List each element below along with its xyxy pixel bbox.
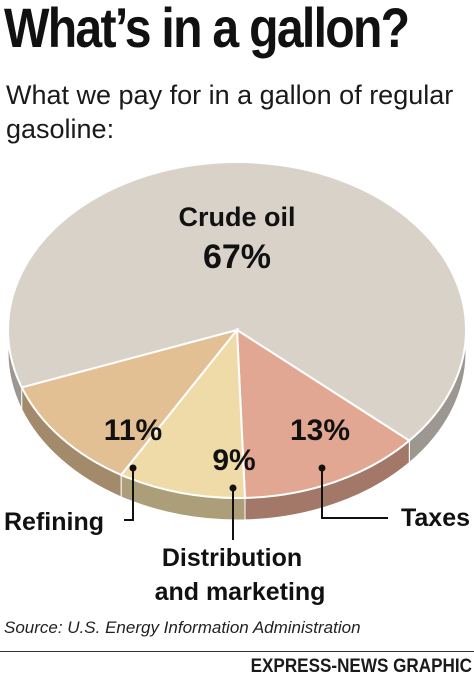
leader-line-taxes <box>321 470 388 519</box>
chart-title: What’s in a gallon? <box>4 0 410 59</box>
leader-dot-taxes <box>318 464 326 472</box>
slice-distribution-label-line2: and marketing <box>155 578 326 606</box>
slice-distribution-value: 9% <box>212 444 255 477</box>
leader-dot-distribution <box>229 484 237 492</box>
slice-refining-label: Refining <box>4 508 104 536</box>
source-note: Source: U.S. Energy Information Administ… <box>4 618 361 637</box>
leader-line-refining <box>124 470 134 521</box>
slice-crude-oil-label: Crude oil <box>178 202 295 232</box>
slice-taxes-label: Taxes <box>401 504 470 532</box>
divider <box>0 651 474 652</box>
slice-taxes-value: 13% <box>290 414 350 447</box>
slice-crude-oil <box>7 161 467 442</box>
pie-chart: 67% 11% 9% 13% Crude oil Refining Taxes Distrib… <box>4 161 470 606</box>
slice-refining-value: 11% <box>104 414 162 447</box>
leader-dot-refining <box>129 464 137 472</box>
slice-distribution <box>119 327 247 499</box>
slice-distribution-label-line1: Distribution <box>162 544 302 572</box>
chart-subtitle: What we pay for in a gallon of regular g… <box>6 80 454 144</box>
graphic-credit: EXPRESS-NEWS GRAPHIC <box>250 656 472 677</box>
slice-crude-oil-value: 67% <box>203 238 271 276</box>
leader-lines <box>124 470 388 540</box>
slice-refining <box>20 328 240 477</box>
slice-taxes <box>235 328 411 499</box>
